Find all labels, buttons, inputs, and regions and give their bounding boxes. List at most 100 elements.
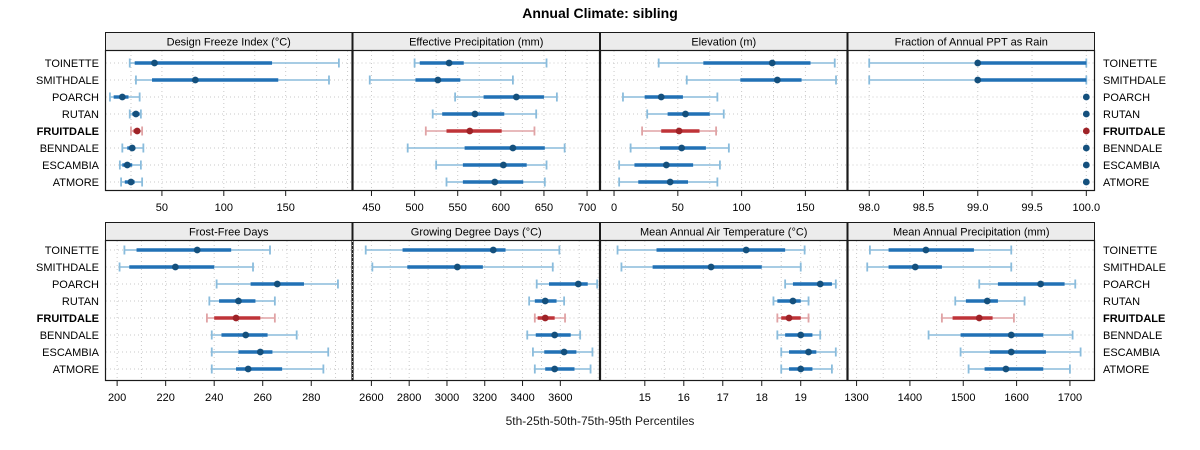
axis-tick-label: 1700 xyxy=(1058,392,1082,404)
median-dot xyxy=(551,365,559,373)
median-dot xyxy=(445,59,453,67)
row-label-right-fruitdale: FRUITDALE xyxy=(1103,126,1165,138)
panel-border xyxy=(847,49,1096,192)
median-dot xyxy=(742,246,750,254)
median-dot xyxy=(133,127,141,135)
axis-tick-label: 99.0 xyxy=(967,202,988,214)
axis-tick-label: 99.5 xyxy=(1021,202,1042,214)
median-dot xyxy=(541,314,549,322)
median-dot xyxy=(785,314,793,322)
median-dot xyxy=(662,161,670,169)
axis-tick-label: 450 xyxy=(362,202,380,214)
axis-tick-label: 3200 xyxy=(473,392,497,404)
row-label-right-toinette: TOINETTE xyxy=(1103,58,1157,70)
median-dot xyxy=(123,161,131,169)
row-label-right-escambia: ESCAMBIA xyxy=(1103,160,1161,172)
x-axis-caption: 5th-25th-50th-75th-95th Percentiles xyxy=(505,414,695,428)
axis-tick-label: 1600 xyxy=(1004,392,1028,404)
median-dot xyxy=(789,297,797,305)
panel-design-freeze-index-c: Design Freeze Index (°C) 50 100 150 xyxy=(104,32,353,214)
axis-tick-label: 3600 xyxy=(548,392,572,404)
median-dot xyxy=(466,127,474,135)
median-dot xyxy=(816,280,824,288)
panel-effective-precipitation-mm: Effective Precipitation (mm) 450 500 550 600… xyxy=(352,32,601,214)
panel-border xyxy=(104,239,353,382)
row-label-right-rutan: RUTAN xyxy=(1103,109,1140,121)
median-dot xyxy=(434,76,442,84)
median-dot xyxy=(1082,110,1090,118)
axis-tick-label: 100 xyxy=(215,202,233,214)
strip-title: Design Freeze Index (°C) xyxy=(167,37,291,49)
row-label-right-benndale: BENNDALE xyxy=(1103,143,1162,155)
panel-frost-free-days: Frost-Free Days 200 220 240 260 280 xyxy=(104,222,353,404)
panel-growing-degree-days-c: Growing Degree Days (°C) 2600 2800 3000 3200… xyxy=(352,222,601,404)
median-dot xyxy=(509,144,517,152)
row-label-left-smithdale: SMITHDALE xyxy=(36,262,99,274)
median-dot xyxy=(453,263,461,271)
axis-tick-label: 100.0 xyxy=(1073,202,1101,214)
axis-tick-label: 2800 xyxy=(397,392,421,404)
axis-tick-label: 550 xyxy=(449,202,467,214)
axis-tick-label: 100 xyxy=(732,202,750,214)
row-label-left-smithdale: SMITHDALE xyxy=(36,75,99,87)
median-dot xyxy=(191,76,199,84)
median-dot xyxy=(805,348,812,356)
panel-border xyxy=(352,239,601,382)
median-dot xyxy=(551,331,559,339)
median-dot xyxy=(657,93,665,101)
median-dot xyxy=(273,280,281,288)
axis-tick-label: 15 xyxy=(639,392,651,404)
median-dot xyxy=(675,127,683,135)
panel-border xyxy=(352,49,601,192)
median-dot xyxy=(922,246,930,254)
row-label-left-escambia: ESCAMBIA xyxy=(42,347,100,359)
median-dot xyxy=(256,348,264,356)
median-dot xyxy=(151,59,158,67)
axis-tick-label: 200 xyxy=(108,392,126,404)
axis-tick-label: 240 xyxy=(205,392,223,404)
median-dot xyxy=(666,178,674,186)
median-dot xyxy=(1082,93,1090,101)
row-label-left-rutan: RUTAN xyxy=(62,109,99,121)
row-label-left-fruitdale: FRUITDALE xyxy=(37,126,99,138)
row-label-right-fruitdale: FRUITDALE xyxy=(1103,313,1165,325)
row-label-right-atmore: ATMORE xyxy=(1103,177,1149,189)
axis-tick-label: 150 xyxy=(276,202,294,214)
axis-tick-label: 500 xyxy=(405,202,423,214)
median-dot xyxy=(541,297,549,305)
median-dot xyxy=(983,297,991,305)
median-dot xyxy=(235,297,242,305)
row-label-right-smithdale: SMITHDALE xyxy=(1103,75,1166,87)
median-dot xyxy=(232,314,240,322)
median-dot xyxy=(132,110,140,118)
median-dot xyxy=(118,93,126,101)
row-label-left-atmore: ATMORE xyxy=(53,177,99,189)
median-dot xyxy=(1082,178,1090,186)
row-label-right-escambia: ESCAMBIA xyxy=(1103,347,1161,359)
chart-title: Annual Climate: sibling xyxy=(522,5,678,21)
median-dot xyxy=(797,331,805,339)
median-dot xyxy=(1007,348,1015,356)
strip-title: Fraction of Annual PPT as Rain xyxy=(895,37,1048,49)
axis-tick-label: 3400 xyxy=(510,392,534,404)
row-label-right-poarch: POARCH xyxy=(1103,92,1150,104)
axis-tick-label: 19 xyxy=(795,392,807,404)
axis-tick-label: 1500 xyxy=(951,392,975,404)
row-label-right-atmore: ATMORE xyxy=(1103,364,1149,376)
panel-elevation-m: Elevation (m) 0 50 100 150 xyxy=(599,32,848,214)
row-label-left-poarch: POARCH xyxy=(52,92,99,104)
row-label-right-smithdale: SMITHDALE xyxy=(1103,262,1166,274)
axis-tick-label: 150 xyxy=(796,202,814,214)
median-dot xyxy=(500,161,507,169)
median-dot xyxy=(491,178,499,186)
row-label-left-poarch: POARCH xyxy=(52,279,99,291)
strip-title: Elevation (m) xyxy=(691,37,756,49)
median-dot xyxy=(678,144,686,152)
median-dot xyxy=(974,59,982,67)
median-dot xyxy=(1082,161,1090,169)
axis-tick-label: 650 xyxy=(535,202,553,214)
row-label-right-rutan: RUTAN xyxy=(1103,296,1140,308)
panel-border xyxy=(599,239,848,382)
axis-tick-label: 17 xyxy=(717,392,729,404)
